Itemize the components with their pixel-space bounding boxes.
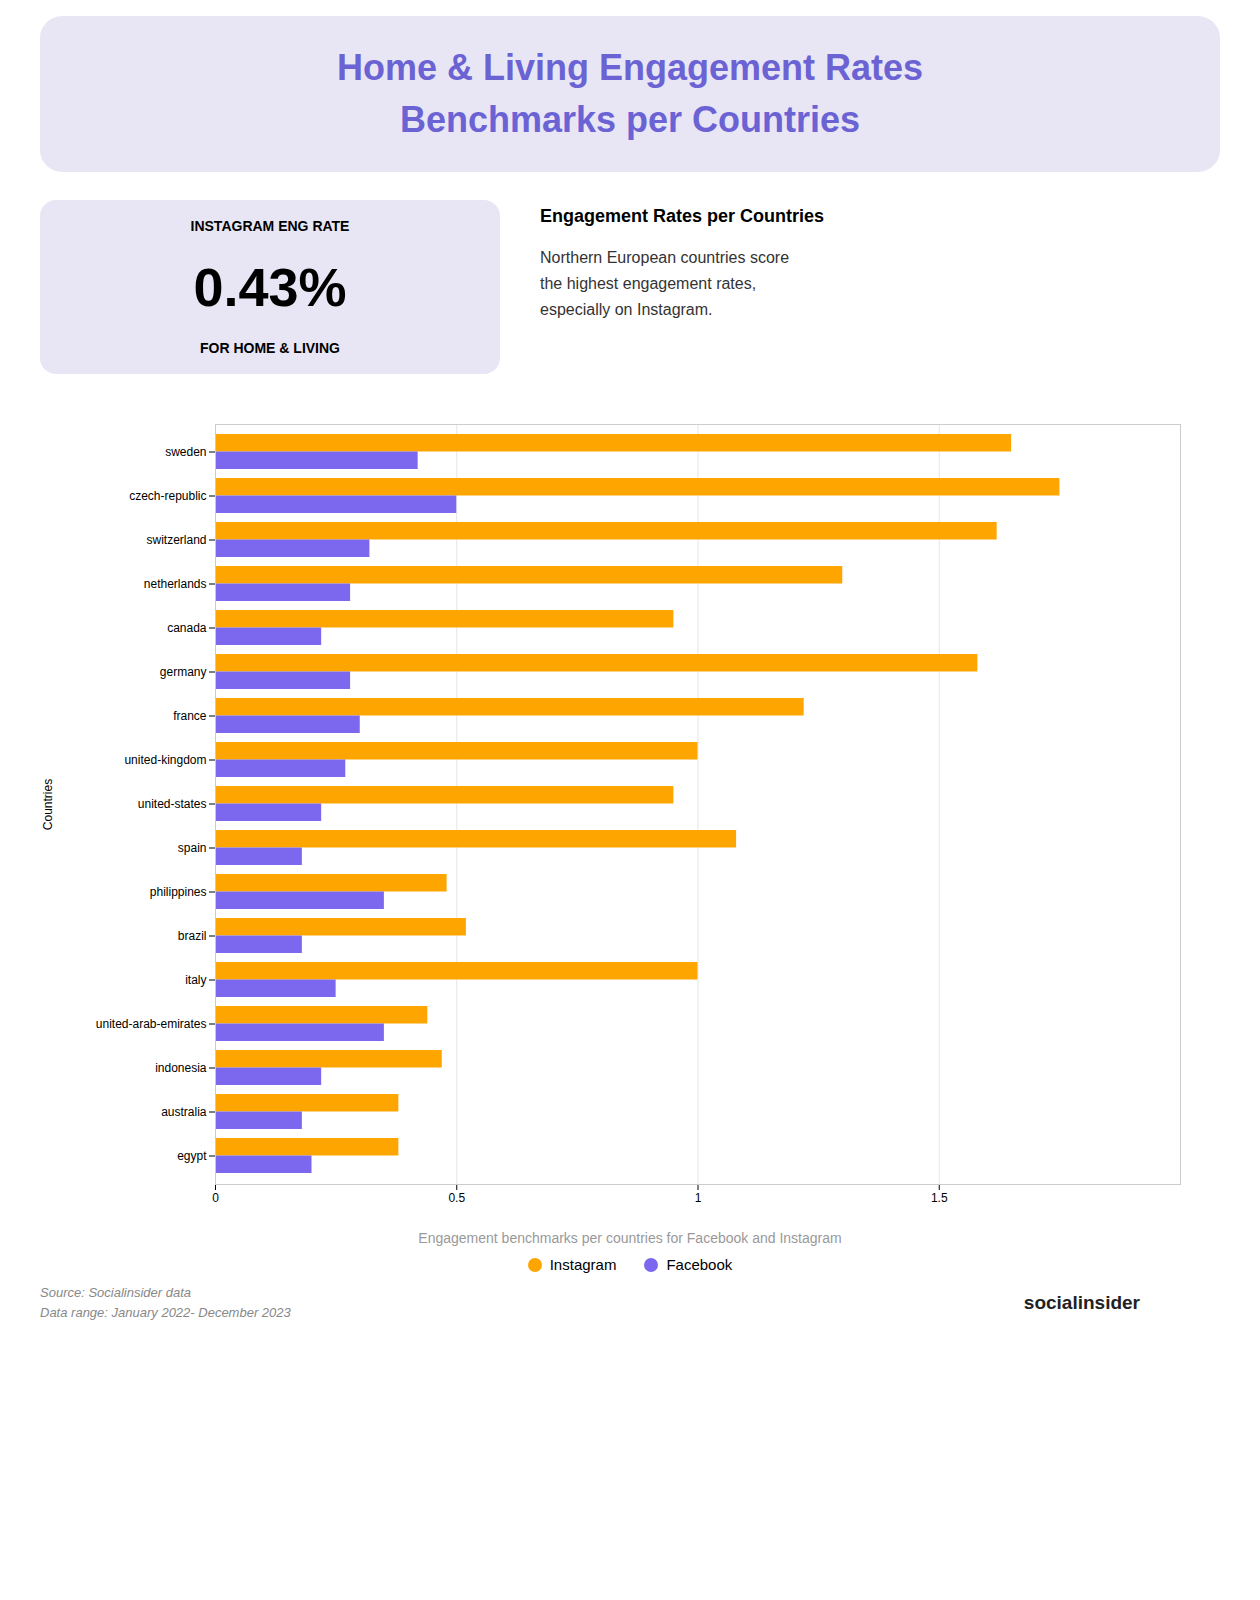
html-text:0.43%: 0.43% bbox=[193, 257, 347, 318]
html-text:Facebook: Facebook bbox=[666, 1256, 733, 1274]
svg-text:Countries: Countries bbox=[41, 779, 55, 830]
svg-text:sweden: sweden bbox=[165, 445, 206, 459]
html-text:FOR HOME & LIVING: FOR HOME & LIVING bbox=[200, 340, 340, 357]
svg-text:brazil: brazil bbox=[178, 929, 207, 943]
svg-text:spain: spain bbox=[178, 841, 207, 855]
svg-text:czech-republic: czech-republic bbox=[129, 489, 206, 503]
svg-text:switzerland: switzerland bbox=[146, 533, 206, 547]
svg-text:1: 1 bbox=[695, 1191, 702, 1205]
html-text:socialinsider: socialinsider bbox=[1023, 1291, 1140, 1313]
html-text:INSTAGRAM ENG RATE: INSTAGRAM ENG RATE bbox=[190, 218, 350, 235]
svg-text:1.5: 1.5 bbox=[931, 1191, 948, 1205]
svg-text:france: france bbox=[173, 709, 207, 723]
svg-text:egypt: egypt bbox=[177, 1149, 207, 1163]
html-text:Home & Living Engagement Rates: Home & Living Engagement Rates bbox=[336, 47, 923, 88]
svg-text:italy: italy bbox=[185, 973, 206, 987]
svg-text:united-kingdom: united-kingdom bbox=[124, 753, 206, 767]
svg-text:australia: australia bbox=[161, 1105, 207, 1119]
html-text:Benchmarks per Countries: Benchmarks per Countries bbox=[399, 99, 861, 141]
svg-text:united-arab-emirates: united-arab-emirates bbox=[96, 1017, 207, 1031]
html-text:Data range: January 2022- Dece: Data range: January 2022- December 2023 bbox=[40, 1304, 291, 1320]
svg-text:0: 0 bbox=[212, 1191, 219, 1205]
html-text:Engagement benchmarks per coun: Engagement benchmarks per countries for … bbox=[418, 1230, 842, 1247]
html-text:Source: Socialinsider data: Source: Socialinsider data bbox=[40, 1285, 191, 1301]
svg-text:netherlands: netherlands bbox=[144, 577, 207, 591]
svg-text:indonesia: indonesia bbox=[155, 1061, 207, 1075]
svg-text:philippines: philippines bbox=[150, 885, 207, 899]
svg-text:canada: canada bbox=[167, 621, 207, 635]
html-text:Instagram: Instagram bbox=[549, 1256, 617, 1274]
svg-text:germany: germany bbox=[160, 665, 207, 679]
svg-text:0.5: 0.5 bbox=[448, 1191, 465, 1205]
html-text:Northern European countries sc: Northern European countries score the hi… bbox=[540, 249, 789, 318]
html-text:Engagement Rates per Countries: Engagement Rates per Countries bbox=[540, 206, 825, 227]
svg-text:united-states: united-states bbox=[138, 797, 207, 811]
